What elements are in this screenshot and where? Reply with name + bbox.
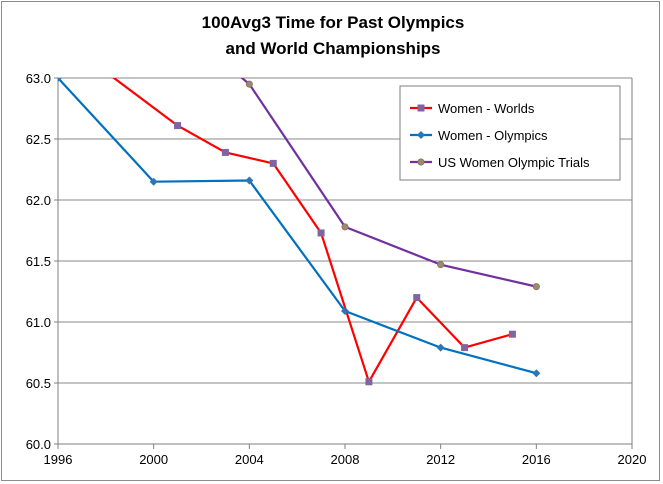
- data-point: [150, 2, 156, 8]
- x-tick-label: 2020: [618, 452, 647, 467]
- data-point: [58, 78, 62, 82]
- legend-swatch-marker-1: [417, 104, 425, 112]
- chart-title-line-1: 100Avg3 Time for Past Olympics: [202, 13, 465, 32]
- y-tick-label: 61.5: [26, 254, 51, 269]
- x-tick-label: 2012: [426, 452, 455, 467]
- data-point: [269, 159, 277, 167]
- data-point: [103, 69, 109, 75]
- legend-swatch-marker-3: [417, 158, 425, 166]
- data-point: [365, 378, 373, 386]
- y-tick-label: 63.0: [26, 71, 51, 86]
- y-tick-label: 61.0: [26, 315, 51, 330]
- y-tick-label: 60.0: [26, 437, 51, 452]
- x-tick-label: 2008: [331, 452, 360, 467]
- legend-label-1: Women - Worlds: [438, 101, 535, 116]
- data-point: [221, 148, 229, 156]
- legend: Women - Worlds Women - Olympics US Women O…: [399, 85, 621, 181]
- data-point: [245, 176, 254, 185]
- legend-swatch-marker-2: [417, 131, 425, 139]
- data-point: [174, 122, 182, 130]
- data-point: [532, 369, 541, 378]
- legend-label-2: Women - Olympics: [438, 128, 548, 143]
- x-tick-label: 2004: [235, 452, 264, 467]
- data-point: [341, 223, 349, 231]
- x-axis-ticks: 1996 2000 2004 2008 2012 2016 2020: [44, 444, 647, 467]
- data-point: [341, 307, 349, 316]
- data-point: [413, 294, 421, 302]
- data-point: [149, 177, 158, 186]
- x-tick-label: 2016: [522, 452, 551, 467]
- x-tick-label: 1996: [44, 452, 73, 467]
- data-point: [7, 69, 13, 75]
- grid-layer: [58, 77, 632, 445]
- data-point: [436, 343, 445, 352]
- y-axis-ticks: 60.0 60.5 61.0 61.5 62.0 62.5 63.0: [26, 71, 58, 452]
- series-line-1: [112, 78, 513, 383]
- chart-title-line-2: and World Championships: [225, 39, 440, 58]
- data-point: [461, 344, 469, 352]
- data-point: [317, 229, 325, 237]
- data-point: [532, 283, 540, 291]
- data-point: [508, 330, 516, 338]
- y-tick-label: 62.0: [26, 193, 51, 208]
- data-point: [245, 80, 253, 88]
- y-tick-label: 62.5: [26, 132, 51, 147]
- y-tick-label: 60.5: [26, 376, 51, 391]
- series-layer: [7, 2, 541, 386]
- data-point: [437, 261, 445, 269]
- series-line-2: [58, 78, 537, 375]
- legend-label-3: US Women Olympic Trials: [438, 155, 590, 170]
- x-tick-label: 2000: [139, 452, 168, 467]
